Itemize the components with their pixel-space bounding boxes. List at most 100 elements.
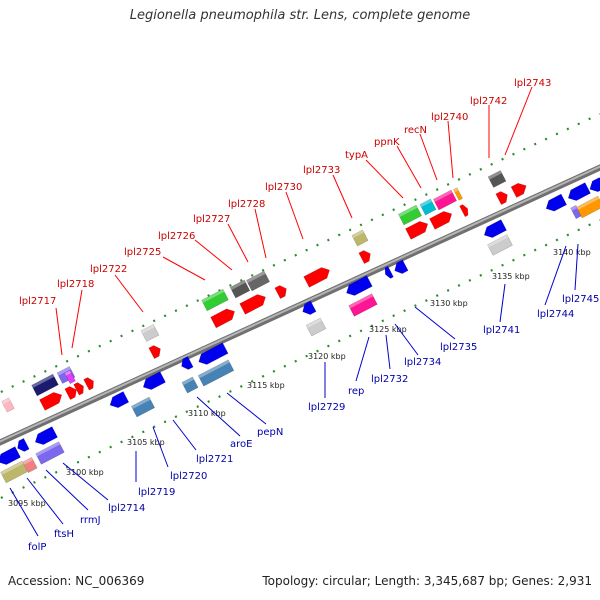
forward-tick-row <box>0 113 600 394</box>
gene-glyph <box>229 279 251 299</box>
reverse-gene-label: lpl2721 <box>196 454 233 465</box>
gene-glyph <box>346 275 373 296</box>
forward-gene-label: lpl2718 <box>57 279 94 290</box>
gene-glyph <box>181 376 199 394</box>
gene-glyph <box>429 211 453 230</box>
gene-glyph <box>576 195 600 219</box>
gene-glyph <box>0 446 21 465</box>
gene-glyph <box>201 288 229 312</box>
gene-glyph <box>181 356 194 370</box>
kbp-tick-label: 3110 kbp <box>188 409 226 418</box>
forward-leader-line <box>447 120 454 179</box>
gene-glyph <box>140 324 160 342</box>
forward-gene-label: lpl2743 <box>514 78 551 89</box>
gene-glyph <box>73 382 84 396</box>
forward-gene-label: lpl2717 <box>19 296 56 307</box>
forward-gene-label: lpl2727 <box>193 214 230 225</box>
reverse-gene-label: rep <box>348 386 364 397</box>
gene-glyph <box>239 294 266 315</box>
reverse-leader-line <box>544 245 567 306</box>
gene-glyph <box>453 187 463 201</box>
gene-glyph <box>39 392 63 411</box>
accession-text: Accession: NC_006369 <box>8 574 145 588</box>
gene-glyph <box>483 219 507 238</box>
gene-glyph <box>198 342 229 365</box>
gene-glyph <box>83 377 94 391</box>
reverse-leader-line <box>226 392 267 425</box>
reverse-leader-line <box>152 426 169 468</box>
gene-glyph <box>384 265 394 279</box>
gene-glyph <box>22 457 38 473</box>
reverse-gene-label: lpl2745 <box>562 294 599 305</box>
kbp-tick-label: 3115 kbp <box>247 381 285 390</box>
gene-glyph <box>398 204 422 226</box>
gene-glyph <box>0 460 28 484</box>
gene-glyph <box>34 426 58 445</box>
reverse-gene-label: rrmJ <box>80 515 101 526</box>
forward-gene-label: lpl2725 <box>124 247 161 258</box>
gene-glyph <box>1 397 15 413</box>
gene-glyph <box>35 441 65 465</box>
kbp-tick-label: 3135 kbp <box>492 272 530 281</box>
reverse-gene-label: lpl2732 <box>371 374 408 385</box>
gene-glyph <box>109 391 130 408</box>
reverse-gene-label: lpl2735 <box>440 342 477 353</box>
kbp-tick-label: 3140 kbp <box>553 248 591 257</box>
forward-leader-line <box>332 174 353 219</box>
forward-leader-line <box>285 191 304 240</box>
gene-glyph <box>246 270 270 292</box>
gene-glyph <box>305 317 327 337</box>
forward-leader-line <box>419 133 438 181</box>
gene-glyph <box>31 373 59 397</box>
gene-glyph <box>510 182 527 198</box>
gene-glyph <box>405 221 429 240</box>
gene-glyph <box>64 386 77 400</box>
gene-glyph <box>302 300 317 315</box>
reverse-gene-label: lpl2741 <box>483 325 520 336</box>
reverse-gene-label: lpl2720 <box>170 471 207 482</box>
forward-gene-label: lpl2733 <box>303 165 340 176</box>
gene-glyph <box>487 234 513 256</box>
forward-leader-line <box>365 159 404 199</box>
gene-glyph <box>394 259 409 274</box>
reverse-gene-label: lpl2734 <box>404 357 441 368</box>
forward-gene-label: lpl2728 <box>228 199 265 210</box>
reverse-leader-line <box>394 323 419 356</box>
forward-gene-label: lpl2726 <box>158 231 195 242</box>
forward-gene-label: lpl2742 <box>470 96 507 107</box>
genome-summary-text: Topology: circular; Length: 3,345,687 bp… <box>262 574 592 588</box>
gene-glyph <box>17 438 30 452</box>
reverse-leader-line <box>385 334 391 370</box>
forward-leader-line <box>162 256 206 281</box>
kbp-tick-label: 3100 kbp <box>66 468 104 477</box>
gene-glyph <box>351 229 369 247</box>
reverse-gene-label: ftsH <box>54 529 74 540</box>
gene-glyph <box>495 191 508 205</box>
forward-leader-line <box>396 145 422 189</box>
forward-gene-label: lpl2740 <box>431 112 468 123</box>
kbp-tick-label: 3095 kbp <box>8 499 46 508</box>
reverse-gene-label: aroE <box>230 439 252 450</box>
reverse-leader-line <box>26 477 64 525</box>
gene-glyph <box>419 198 437 216</box>
forward-leader-line <box>71 289 83 349</box>
reverse-gene-label: pepN <box>257 427 283 438</box>
reverse-gene-label: folP <box>28 542 46 553</box>
reverse-gene-label: lpl2744 <box>537 309 574 320</box>
forward-leader-line <box>254 208 267 259</box>
kbp-tick-label: 3105 kbp <box>127 438 165 447</box>
gene-glyph <box>433 189 457 211</box>
reverse-leader-line <box>355 336 370 382</box>
gene-glyph <box>131 396 155 418</box>
gene-glyph <box>487 170 507 188</box>
forward-leader-line <box>114 274 144 313</box>
reverse-leader-line <box>414 306 456 340</box>
map-title: Legionella pneumophila str. Lens, comple… <box>129 8 471 23</box>
reverse-gene-label: lpl2714 <box>108 503 145 514</box>
reverse-tick-row <box>0 219 600 500</box>
forward-gene-label: typA <box>345 150 368 161</box>
gene-glyph <box>348 293 378 317</box>
kbp-tick-label: 3120 kbp <box>308 352 346 361</box>
gene-glyph <box>589 177 600 193</box>
